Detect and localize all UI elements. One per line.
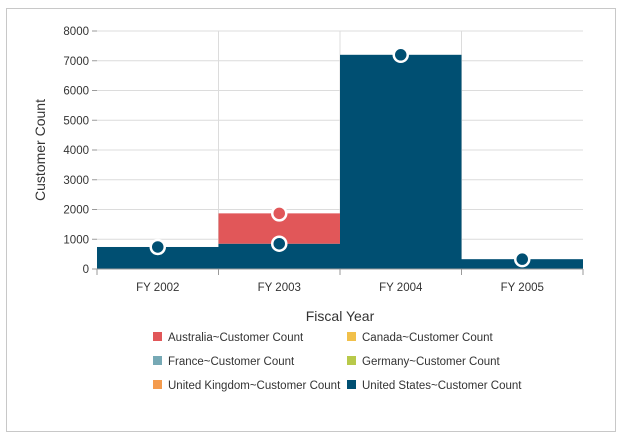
legend-swatch [153, 356, 162, 365]
y-tick-label: 5000 [63, 115, 89, 127]
bar-united-states [97, 246, 219, 269]
y-tick-label: 4000 [63, 145, 89, 157]
y-tick-label: 0 [83, 264, 89, 276]
customer-count-chart: 0 1000 2000 3000 4000 5000 6000 7000 8000 FY 2002… [32, 26, 584, 392]
x-tick-label: FY 2003 [258, 282, 301, 294]
y-tick-label: 1000 [63, 234, 89, 246]
y-axis-title: Customer Count [32, 99, 48, 201]
legend-item-label: United States~Customer Count [362, 380, 522, 392]
legend-item-label: France~Customer Count [168, 356, 295, 368]
marker-australia [271, 205, 288, 222]
legend-item-label: Germany~Customer Count [362, 356, 501, 368]
legend-swatch [153, 332, 162, 341]
marker-united-states [392, 46, 409, 64]
legend-item-label: Australia~Customer Count [168, 332, 304, 344]
x-tick-label: FY 2002 [136, 282, 179, 294]
y-tick-label: 7000 [63, 56, 89, 68]
x-axis-title: Fiscal Year [306, 308, 375, 324]
legend-swatch [347, 332, 356, 341]
legend-swatch [153, 380, 162, 389]
legend-item-label: Canada~Customer Count [362, 332, 494, 344]
marker-united-states [271, 235, 288, 252]
x-tick-label: FY 2004 [379, 282, 423, 294]
chart-frame: 0 1000 2000 3000 4000 5000 6000 7000 8000 FY 2002… [6, 8, 616, 432]
marker-united-states [149, 238, 166, 256]
bar-united-states [340, 54, 462, 269]
legend-swatch [347, 380, 356, 389]
y-tick-label: 8000 [63, 26, 89, 38]
y-tick-label: 3000 [63, 175, 89, 187]
marker-united-states [514, 250, 531, 268]
legend-item-label: United Kingdom~Customer Count [168, 380, 341, 392]
x-tick-label: FY 2005 [501, 282, 544, 294]
y-tick-label: 6000 [63, 86, 89, 98]
y-tick-label: 2000 [63, 205, 89, 217]
legend-swatch [347, 356, 356, 365]
